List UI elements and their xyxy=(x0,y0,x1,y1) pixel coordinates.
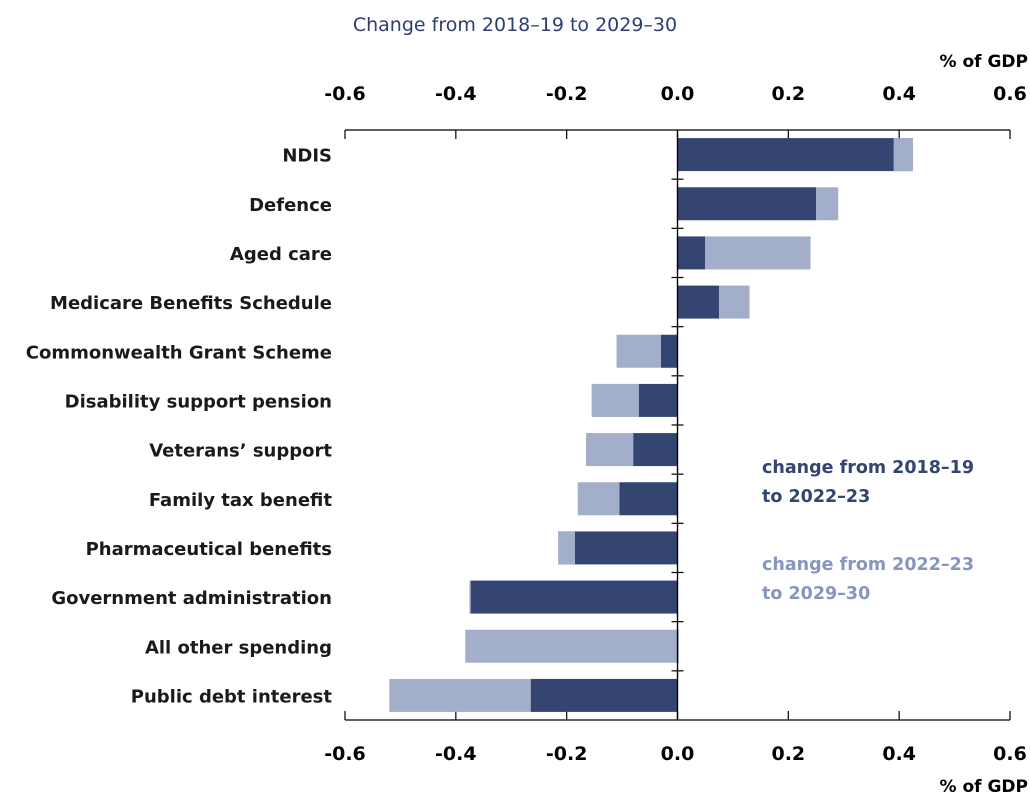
category-label: Medicare Benefits Schedule xyxy=(50,293,332,314)
bar-series-2023-2030 xyxy=(591,383,639,417)
x-tick-label: -0.6 xyxy=(324,83,366,105)
labels-layer: -0.6 -0.6 -0.4 -0.4 -0.2 -0.2 0.0 0.0 0.2 0.2 0.4 0… xyxy=(26,83,1027,765)
legend-label: to 2022–23 xyxy=(762,487,870,507)
bar-series-2018-2023 xyxy=(660,334,678,368)
x-tick-label: 0.6 xyxy=(993,743,1027,765)
category-label: Veterans’ support xyxy=(149,441,332,462)
x-tick-label: -0.6 xyxy=(324,743,366,765)
category-label: Commonwealth Grant Scheme xyxy=(26,342,332,363)
bar-series-2023-2030 xyxy=(719,285,750,319)
category-label: Disability support pension xyxy=(65,391,332,412)
bar-series-2018-2023 xyxy=(638,383,678,417)
x-tick-label: 0.4 xyxy=(882,743,916,765)
category-label: All other spending xyxy=(145,637,332,658)
bar-series-2018-2023 xyxy=(469,580,678,614)
x-tick-label: -0.4 xyxy=(435,743,477,765)
legend-label: to 2029–30 xyxy=(762,584,870,604)
category-label: NDIS xyxy=(282,146,332,167)
bar-series-2023-2030 xyxy=(705,236,811,270)
x-tick-label: -0.4 xyxy=(435,83,477,105)
category-label: Public debt interest xyxy=(131,686,333,707)
bar-series-2023-2030 xyxy=(616,334,661,368)
bars-layer xyxy=(389,130,914,720)
bar-series-2018-2023 xyxy=(677,236,706,270)
x-tick-label: 0.2 xyxy=(771,83,805,105)
bar-series-2018-2023 xyxy=(677,138,914,172)
bar-series-2023-2030 xyxy=(389,678,531,712)
category-label: Aged care xyxy=(230,244,332,265)
bar-series-2018-2023 xyxy=(633,433,678,467)
bar-series-2023-2030 xyxy=(577,482,620,516)
chart-subtitle: Change from 2018–19 to 2029–30 xyxy=(352,14,678,36)
x-tick-label: -0.2 xyxy=(546,743,588,765)
bar-series-2018-2023 xyxy=(677,285,720,319)
category-label: Family tax benefit xyxy=(149,490,333,511)
bar-series-2018-2023 xyxy=(530,678,678,712)
x-tick-label: 0.0 xyxy=(661,743,695,765)
bar-series-2023-2030 xyxy=(558,531,575,565)
bar-series-2023-2030 xyxy=(586,433,634,467)
unit-label-bottom: % of GDP xyxy=(940,777,1028,797)
bar-series-2023-2030 xyxy=(816,187,839,221)
bar-series-2023-2030 xyxy=(465,629,679,663)
bar-series-2018-2023 xyxy=(677,187,817,221)
x-tick-label: 0.0 xyxy=(661,83,695,105)
legend-layer: change from 2018–19 to 2022–23 change from… xyxy=(762,458,974,604)
bar-series-2018-2023 xyxy=(619,482,678,516)
bar-series-2023-2030 xyxy=(469,580,471,614)
legend-label: change from 2022–23 xyxy=(762,555,974,575)
category-label: Government administration xyxy=(51,588,332,609)
category-label: Defence xyxy=(249,195,332,216)
bar-series-2023-2030 xyxy=(893,138,914,172)
category-label: Pharmaceutical benefits xyxy=(86,539,332,560)
x-tick-label: 0.6 xyxy=(993,83,1027,105)
legend-label: change from 2018–19 xyxy=(762,458,974,478)
x-tick-label: -0.2 xyxy=(546,83,588,105)
x-tick-label: 0.4 xyxy=(882,83,916,105)
unit-label-top: % of GDP xyxy=(940,52,1028,72)
x-tick-label: 0.2 xyxy=(771,743,805,765)
bar-series-2018-2023 xyxy=(558,531,678,565)
